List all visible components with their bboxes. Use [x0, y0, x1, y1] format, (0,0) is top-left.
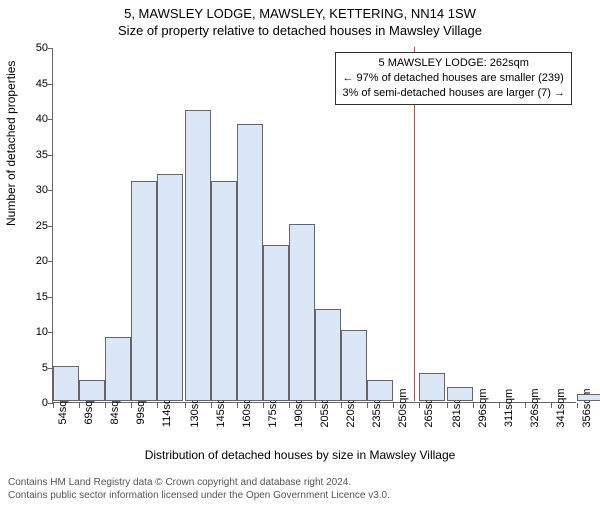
- histogram-bar: [79, 380, 105, 401]
- y-tick-mark: [48, 84, 53, 85]
- x-tick-mark: [185, 403, 186, 408]
- histogram-bar: [447, 387, 473, 401]
- histogram-bar: [131, 181, 157, 401]
- chart-title-address: 5, MAWSLEY LODGE, MAWSLEY, KETTERING, NN…: [0, 6, 600, 21]
- histogram-bar: [185, 110, 211, 401]
- x-tick-mark: [341, 403, 342, 408]
- histogram-bar: [53, 366, 79, 402]
- histogram-bar: [419, 373, 445, 401]
- y-tick-label: 15: [8, 291, 48, 303]
- footer-line1: Contains HM Land Registry data © Crown c…: [8, 477, 390, 490]
- x-tick-mark: [419, 403, 420, 408]
- x-tick-label: 341sqm: [555, 388, 567, 427]
- x-tick-mark: [499, 403, 500, 408]
- y-tick-label: 45: [8, 78, 48, 90]
- x-tick-label: 311sqm: [503, 389, 515, 427]
- x-tick-mark: [367, 403, 368, 408]
- y-tick-mark: [48, 332, 53, 333]
- y-tick-label: 40: [8, 113, 48, 125]
- footer-attribution: Contains HM Land Registry data © Crown c…: [8, 477, 390, 502]
- y-tick-label: 10: [8, 326, 48, 338]
- histogram-bar: [289, 224, 315, 402]
- x-tick-mark: [53, 403, 54, 408]
- x-tick-mark: [79, 403, 80, 408]
- histogram-bar: [157, 174, 183, 401]
- y-tick-label: 30: [8, 184, 48, 196]
- y-tick-mark: [48, 226, 53, 227]
- x-tick-label: 326sqm: [529, 388, 541, 427]
- x-tick-mark: [473, 403, 474, 408]
- x-axis-label: Distribution of detached houses by size …: [0, 448, 600, 462]
- annotation-line: ← 97% of detached houses are smaller (23…: [342, 71, 565, 86]
- annotation-line: 5 MAWSLEY LODGE: 262sqm: [342, 56, 565, 71]
- x-tick-mark: [315, 403, 316, 408]
- x-tick-mark: [551, 403, 552, 408]
- y-tick-label: 25: [8, 220, 48, 232]
- x-tick-mark: [525, 403, 526, 408]
- y-tick-label: 50: [8, 42, 48, 54]
- y-tick-label: 5: [8, 362, 48, 374]
- y-tick-label: 20: [8, 255, 48, 267]
- x-tick-mark: [447, 403, 448, 408]
- y-tick-mark: [48, 297, 53, 298]
- y-tick-mark: [48, 190, 53, 191]
- chart-title-desc: Size of property relative to detached ho…: [0, 23, 600, 38]
- plot-area: 0510152025303540455054sqm69sqm84sqm99sqm…: [52, 48, 576, 403]
- y-tick-label: 0: [8, 397, 48, 409]
- y-tick-mark: [48, 119, 53, 120]
- x-tick-label: 250sqm: [397, 388, 409, 427]
- chart-area: 0510152025303540455054sqm69sqm84sqm99sqm…: [52, 48, 576, 403]
- x-tick-mark: [131, 403, 132, 408]
- histogram-bar: [263, 245, 289, 401]
- histogram-bar: [237, 124, 263, 401]
- x-tick-mark: [289, 403, 290, 408]
- annotation-box: 5 MAWSLEY LODGE: 262sqm← 97% of detached…: [335, 52, 572, 105]
- x-tick-mark: [157, 403, 158, 408]
- x-tick-mark: [393, 403, 394, 408]
- histogram-bar: [577, 394, 600, 401]
- x-tick-label: 296sqm: [477, 388, 489, 427]
- x-tick-mark: [263, 403, 264, 408]
- y-tick-mark: [48, 48, 53, 49]
- y-tick-mark: [48, 155, 53, 156]
- footer-line2: Contains public sector information licen…: [8, 490, 390, 503]
- annotation-line: 3% of semi-detached houses are larger (7…: [342, 86, 565, 101]
- x-tick-mark: [577, 403, 578, 408]
- x-tick-mark: [237, 403, 238, 408]
- histogram-bar: [367, 380, 393, 401]
- x-tick-mark: [211, 403, 212, 408]
- y-tick-mark: [48, 261, 53, 262]
- histogram-bar: [341, 330, 367, 401]
- histogram-bar: [315, 309, 341, 401]
- x-tick-mark: [105, 403, 106, 408]
- histogram-bar: [211, 181, 237, 401]
- y-tick-label: 35: [8, 149, 48, 161]
- histogram-bar: [105, 337, 131, 401]
